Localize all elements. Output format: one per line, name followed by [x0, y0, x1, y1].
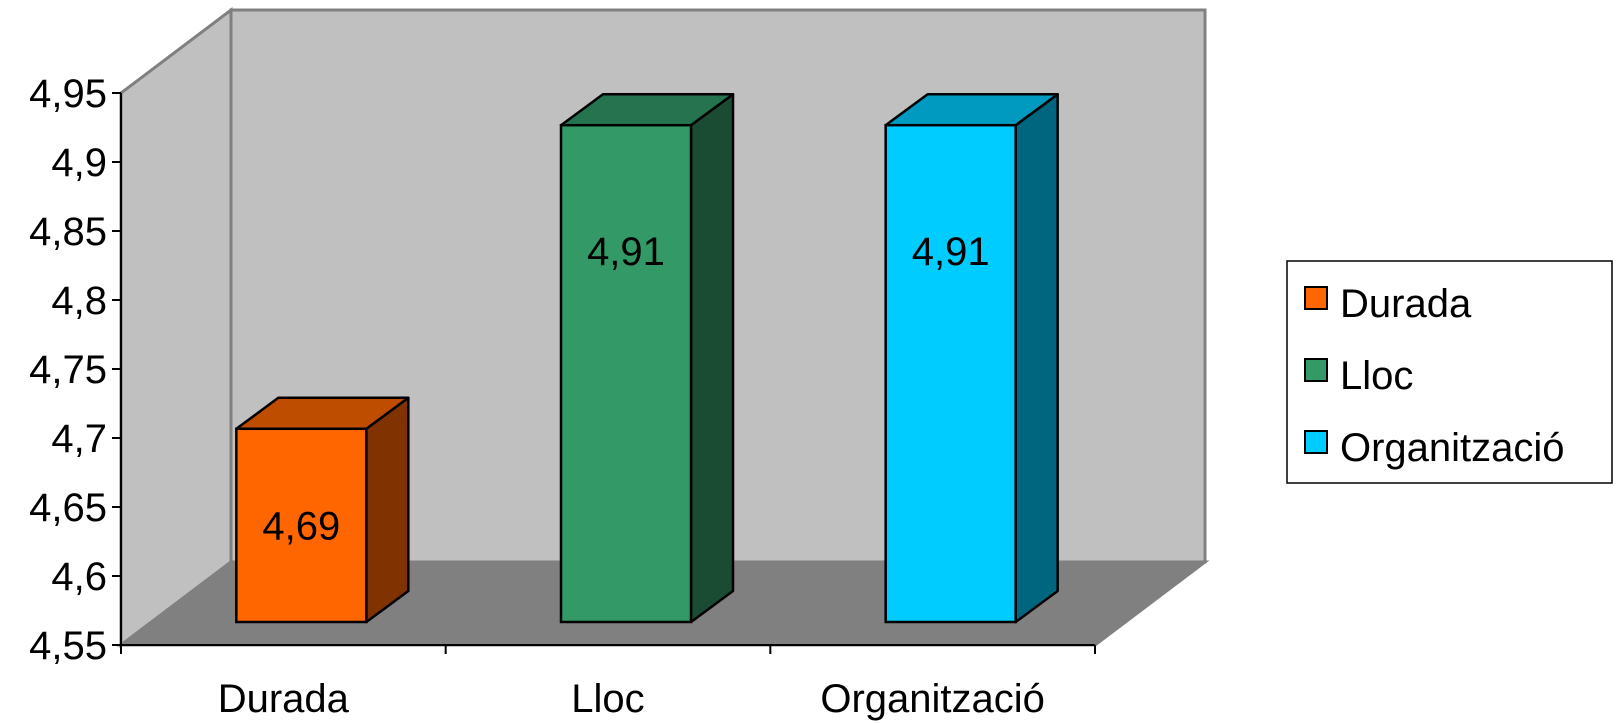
y-tick-label: 4,6: [51, 555, 107, 599]
bar-durada: 4,69: [235, 396, 410, 624]
x-category-label: Lloc: [571, 677, 644, 721]
legend-swatch: [1304, 430, 1328, 454]
bar-data-label: 4,91: [587, 230, 665, 274]
legend-swatch: [1304, 358, 1328, 382]
legend-item: Durada: [1304, 282, 1472, 326]
legend-box: [1286, 260, 1613, 484]
legend-item: Organització: [1304, 426, 1565, 470]
bar-front-face: [559, 123, 693, 624]
legend-label: Durada: [1340, 282, 1472, 326]
y-tick-label: 4,95: [29, 72, 107, 116]
bar-data-label: 4,91: [912, 230, 990, 274]
bar-side-face: [689, 92, 735, 624]
bar-front-face: [884, 123, 1017, 624]
bar-side-face: [1014, 92, 1059, 624]
legend-label: Organització: [1340, 426, 1565, 470]
y-tick-label: 4,7: [51, 417, 107, 461]
y-tick-label: 4,75: [29, 348, 107, 392]
bar-data-label: 4,69: [262, 504, 340, 548]
bar-front-face: [235, 427, 368, 624]
bar-organització: 4,91: [884, 92, 1059, 624]
side-wall: [119, 6, 233, 649]
legend-item: Lloc: [1304, 354, 1413, 398]
y-tick-label: 4,9: [51, 141, 107, 185]
x-category-label: Organització: [820, 677, 1045, 721]
legend-swatch: [1304, 286, 1328, 310]
legend-label: Lloc: [1340, 354, 1413, 398]
y-tick-label: 4,65: [29, 486, 107, 530]
bar-lloc: 4,91: [559, 92, 735, 624]
y-tick-label: 4,55: [29, 624, 107, 668]
bar-side-face: [365, 396, 410, 624]
x-category-label: Durada: [218, 677, 350, 721]
y-tick-label: 4,85: [29, 210, 107, 254]
y-tick-label: 4,8: [51, 279, 107, 323]
